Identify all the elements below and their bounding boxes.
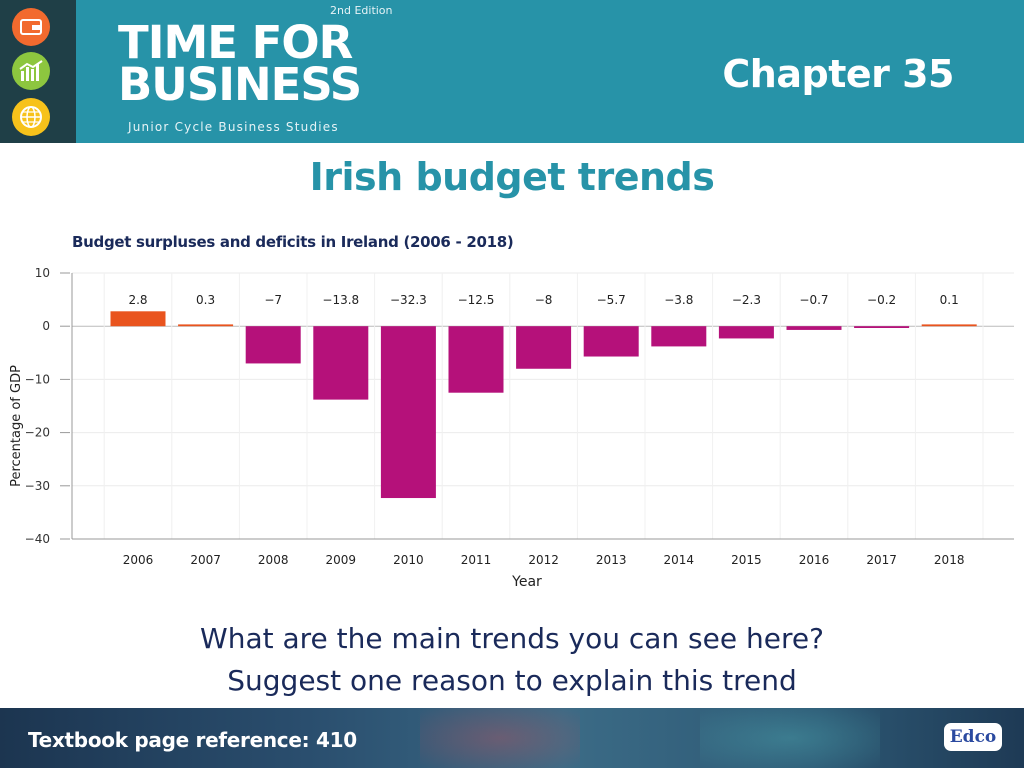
data-label: 2.8 xyxy=(128,293,147,307)
x-tick-label: 2014 xyxy=(664,553,695,567)
x-tick-label: 2017 xyxy=(866,553,897,567)
brand-line-2: BUSINESS xyxy=(118,58,362,111)
bar xyxy=(718,326,774,339)
brand-line-1: TIME FOR xyxy=(118,16,353,69)
budget-bar-chart: 10 0 −10 −20 −30 −40 2.8 2006 0.3 2007 −7 2008 −13.8… xyxy=(9,266,1014,590)
x-tick-label: 2009 xyxy=(326,553,357,567)
x-tick-label: 2018 xyxy=(934,553,965,567)
bar xyxy=(245,326,301,364)
data-label: −2.3 xyxy=(732,293,761,307)
brand-subtitle: Junior Cycle Business Studies xyxy=(128,120,339,134)
x-tick-label: 2013 xyxy=(596,553,627,567)
data-label: −7 xyxy=(264,293,282,307)
y-tick-label: −30 xyxy=(25,479,50,493)
x-axis-title: Year xyxy=(511,574,542,590)
icon-strip xyxy=(0,0,76,143)
brand-logo: TIME FOR BUSINESS xyxy=(118,16,362,111)
data-label: −8 xyxy=(535,293,553,307)
bar xyxy=(583,326,639,357)
data-label: 0.1 xyxy=(940,293,959,307)
x-tick-label: 2012 xyxy=(528,553,559,567)
data-label: −0.7 xyxy=(799,293,828,307)
y-axis-title: Percentage of GDP xyxy=(9,365,24,487)
data-label: −32.3 xyxy=(390,293,427,307)
chapter-label: Chapter 35 xyxy=(722,52,954,96)
x-tick-label: 2006 xyxy=(123,553,154,567)
data-label: −13.8 xyxy=(322,293,359,307)
chart-icon xyxy=(12,52,50,90)
bar xyxy=(313,326,369,400)
question-line-1: What are the main trends you can see her… xyxy=(200,622,824,655)
bar xyxy=(110,311,166,327)
x-tick-label: 2016 xyxy=(799,553,830,567)
x-tick-label: 2008 xyxy=(258,553,289,567)
data-label: −5.7 xyxy=(597,293,626,307)
x-tick-label: 2007 xyxy=(190,553,221,567)
y-tick-label: 0 xyxy=(42,319,50,333)
wallet-icon xyxy=(12,8,50,46)
question-line-2: Suggest one reason to explain this trend xyxy=(227,664,797,697)
data-label: −12.5 xyxy=(458,293,495,307)
bar xyxy=(786,326,842,330)
edco-logo: Edco xyxy=(944,723,1002,751)
data-label: 0.3 xyxy=(196,293,215,307)
y-tick-label: −40 xyxy=(25,532,50,546)
bar xyxy=(516,326,572,369)
textbook-reference: Textbook page reference: 410 xyxy=(28,728,357,752)
footer-bar: Textbook page reference: 410 Edco xyxy=(0,708,1024,768)
data-label: −0.2 xyxy=(867,293,896,307)
footer-decoration xyxy=(700,708,880,768)
chart-title: Budget surpluses and deficits in Ireland… xyxy=(72,233,514,251)
bar xyxy=(178,324,234,327)
y-tick-label: −10 xyxy=(25,372,50,386)
x-tick-label: 2011 xyxy=(461,553,492,567)
bar xyxy=(651,326,707,347)
y-tick-label: 10 xyxy=(35,266,50,280)
bar xyxy=(921,324,977,327)
footer-decoration xyxy=(420,708,580,768)
y-tick-label: −20 xyxy=(25,426,50,440)
bar xyxy=(448,326,504,393)
edition-label: 2nd Edition xyxy=(330,4,393,17)
bar xyxy=(854,326,910,328)
slide-title: Irish budget trends xyxy=(309,155,715,199)
header-banner: 2nd Edition TIME FOR BUSINESS Junior Cyc… xyxy=(0,0,1024,143)
globe-icon xyxy=(12,98,50,136)
x-tick-label: 2010 xyxy=(393,553,424,567)
bar xyxy=(380,326,436,499)
x-tick-label: 2015 xyxy=(731,553,762,567)
data-label: −3.8 xyxy=(664,293,693,307)
